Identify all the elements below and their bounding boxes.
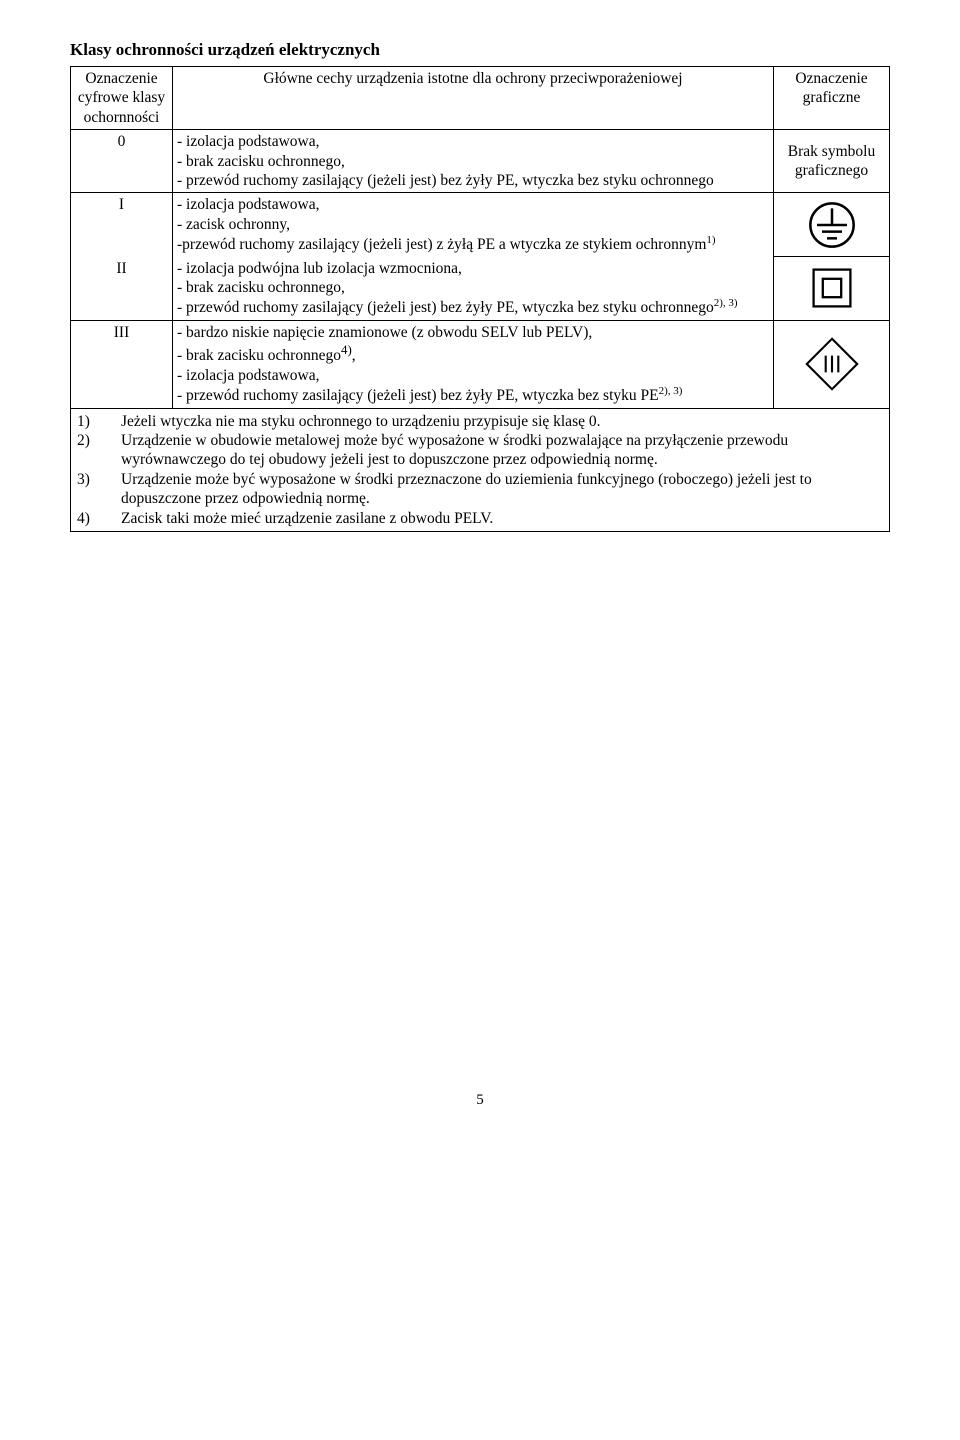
protection-class-table: Oznaczenie cyfrowe klasy ochornności Głó…: [70, 66, 890, 532]
row3-text: - bardzo niskie napięcie znamionowe (z o…: [173, 320, 774, 408]
header-col3: Oznaczenie graficzne: [774, 67, 890, 130]
double-square-icon: [809, 265, 855, 311]
ground-icon: [807, 200, 857, 250]
row0-label: 0: [71, 130, 173, 193]
row1-label: I: [71, 193, 173, 257]
row2-label: II: [71, 257, 173, 321]
row2-graphic: [774, 257, 890, 321]
diamond-iii-icon: [804, 336, 860, 392]
row0-graphic: Brak symbolu graficznego: [774, 130, 890, 193]
document-title: Klasy ochronności urządzeń elektrycznych: [70, 40, 890, 60]
row3-label: III: [71, 320, 173, 408]
row0-text: - izolacja podstawowa,- brak zacisku och…: [173, 130, 774, 193]
row1-graphic: [774, 193, 890, 257]
header-col1: Oznaczenie cyfrowe klasy ochornności: [71, 67, 173, 130]
header-col2: Główne cechy urządzenia istotne dla ochr…: [173, 67, 774, 130]
page-number: 5: [70, 1092, 890, 1109]
row1-text: - izolacja podstawowa,- zacisk ochronny,…: [173, 193, 774, 257]
footnotes: 1)Jeżeli wtyczka nie ma styku ochronnego…: [71, 408, 890, 531]
row2-text: - izolacja podwójna lub izolacja wzmocni…: [173, 257, 774, 321]
row3-graphic: [774, 320, 890, 408]
